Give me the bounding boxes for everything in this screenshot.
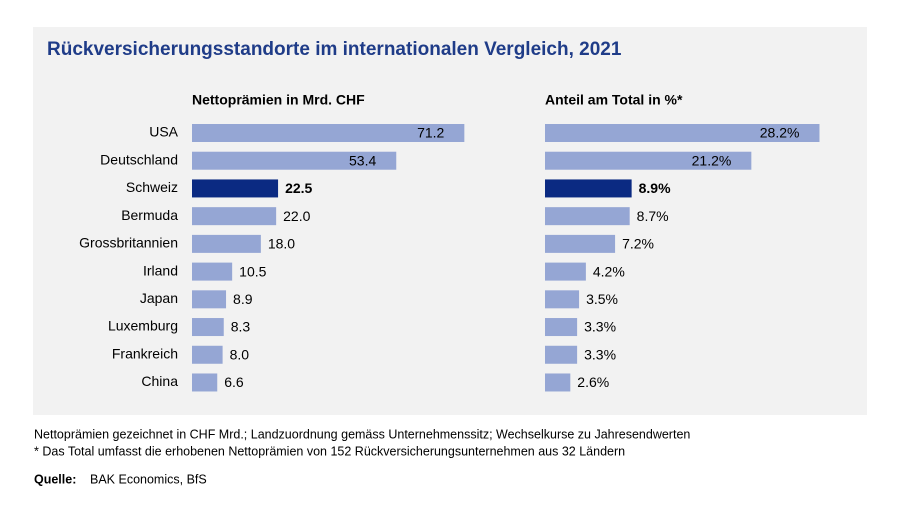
bar	[192, 345, 223, 364]
bar	[192, 151, 397, 170]
value-label: 53.4	[349, 152, 376, 168]
chart-title: Rückversicherungsstandorte im internatio…	[47, 39, 622, 60]
value-label: 18.0	[268, 236, 295, 252]
value-label: 21.2%	[692, 152, 732, 168]
bar	[545, 345, 578, 364]
bar	[545, 234, 616, 253]
value-label: 3.3%	[584, 319, 616, 335]
bar	[192, 373, 218, 392]
source-label: Quelle:	[34, 472, 76, 486]
value-label: 22.5	[285, 180, 312, 196]
note: Nettoprämien gezeichnet in CHF Mrd.; Lan…	[34, 427, 690, 441]
category-label: Japan	[140, 290, 178, 306]
category-label: USA	[149, 124, 178, 140]
category-label: China	[141, 373, 178, 389]
note: * Das Total umfasst die erhobenen Nettop…	[34, 444, 625, 458]
category-label: Frankreich	[112, 345, 178, 361]
panel-background	[33, 27, 867, 415]
value-label: 8.3	[231, 319, 251, 335]
value-label: 8.9%	[639, 180, 671, 196]
value-label: 4.2%	[593, 263, 625, 279]
value-label: 3.3%	[584, 346, 616, 362]
bar	[545, 207, 630, 226]
bar	[192, 234, 261, 253]
value-label: 3.5%	[586, 291, 618, 307]
value-label: 71.2	[417, 125, 444, 141]
bar	[545, 124, 820, 142]
category-label: Luxemburg	[108, 318, 178, 334]
category-label: Schweiz	[126, 179, 178, 195]
bar	[545, 262, 586, 281]
bar	[545, 290, 580, 309]
value-label: 28.2%	[760, 125, 800, 141]
bar	[192, 179, 279, 198]
value-label: 8.9	[233, 291, 253, 307]
category-label: Bermuda	[121, 207, 178, 223]
value-label: 6.6	[224, 374, 244, 390]
bar	[545, 179, 632, 198]
value-label: 10.5	[239, 263, 266, 279]
value-label: 7.2%	[622, 236, 654, 252]
bar	[192, 262, 233, 281]
value-label: 2.6%	[577, 374, 609, 390]
bar	[192, 318, 224, 337]
source-text: BAK Economics, BfS	[90, 472, 207, 486]
value-label: 8.7%	[637, 208, 669, 224]
bar	[192, 207, 277, 226]
bar	[192, 124, 465, 142]
bar	[545, 373, 571, 392]
bar	[192, 290, 227, 309]
bar	[545, 151, 752, 170]
value-label: 22.0	[283, 208, 310, 224]
category-label: Grossbritannien	[79, 235, 178, 251]
panel-title: Nettoprämien in Mrd. CHF	[192, 92, 365, 108]
category-label: Irland	[143, 262, 178, 278]
bar	[545, 318, 578, 337]
value-label: 8.0	[230, 346, 250, 362]
category-label: Deutschland	[100, 151, 178, 167]
panel-title: Anteil am Total in %*	[545, 92, 683, 108]
